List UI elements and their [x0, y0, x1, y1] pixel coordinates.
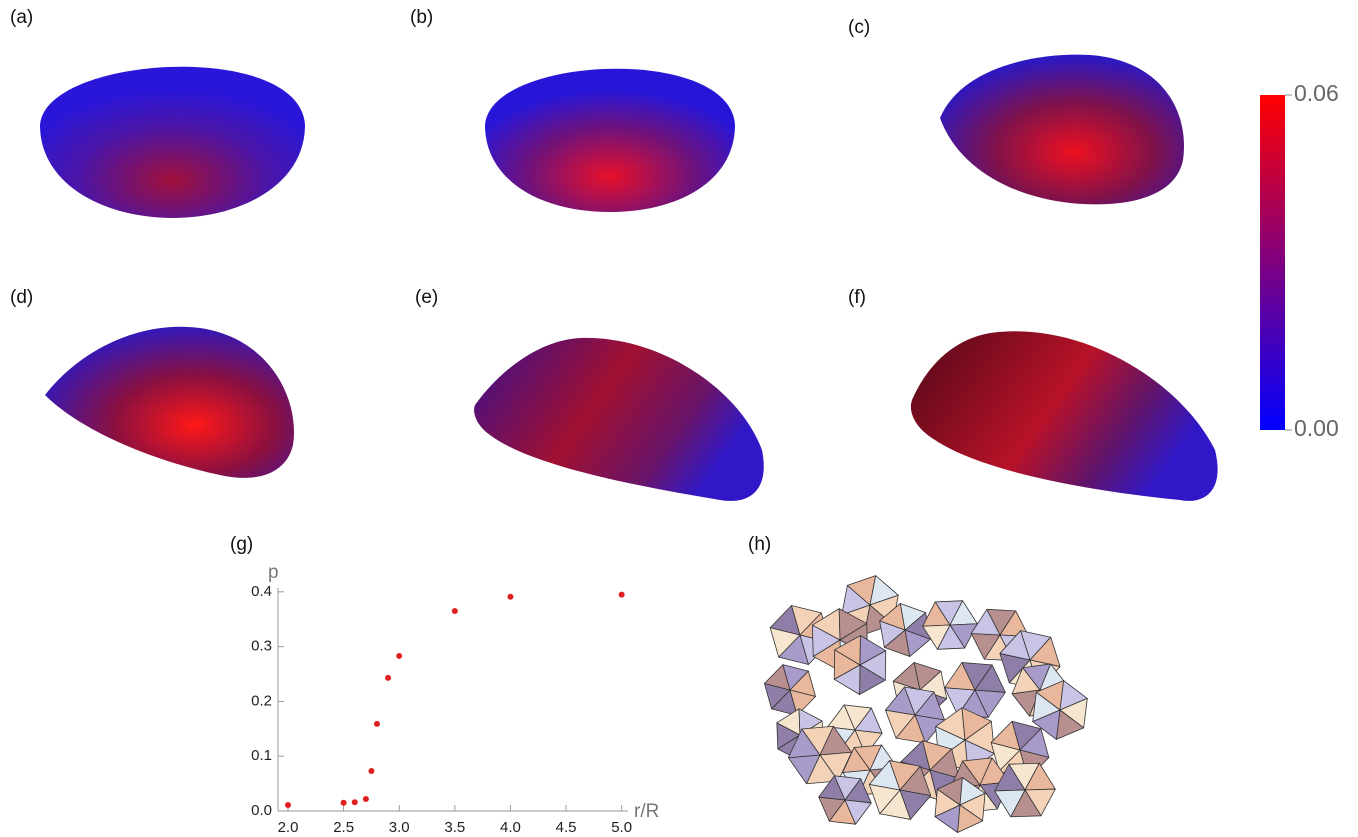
shell-c: [940, 55, 1184, 205]
panel-label: (g): [230, 534, 253, 555]
x-tick-label: 3.5: [444, 819, 465, 836]
y-tick-label: 0.2: [251, 692, 272, 709]
panel-label: (c): [848, 17, 870, 38]
x-tick-label: 3.0: [389, 819, 410, 836]
point: [507, 594, 513, 600]
x-tick-label: 4.5: [556, 819, 577, 836]
page: {"panels": ["(a)", "(b)", "(c)", "(d)", …: [0, 0, 1358, 837]
x-tick-label: 2.5: [333, 819, 354, 836]
figure: (a) (b) (c) (d) (e) (f) (g) (h) 0.00 0.06 0.0 0.1 0.…: [0, 0, 1358, 837]
point: [363, 796, 369, 802]
icosahedra-cluster: [764, 576, 1087, 833]
shell-a: [40, 67, 305, 218]
colorbar-tick-label: 0.00: [1294, 415, 1339, 441]
y-axis-label: p: [268, 562, 279, 583]
shell-d: [45, 327, 294, 478]
point: [452, 608, 458, 614]
x-tick-label: 2.0: [278, 819, 299, 836]
point: [352, 799, 358, 805]
y-tick-label: 0.3: [251, 638, 272, 655]
point: [374, 721, 380, 727]
x-tick-label: 4.0: [500, 819, 521, 836]
panel-label: (e): [415, 287, 438, 308]
point: [396, 653, 402, 659]
colorbar: [1260, 95, 1285, 430]
y-tick-label: 0.4: [251, 583, 272, 600]
panel-label: (a): [10, 7, 33, 28]
panel-label: (f): [848, 287, 866, 308]
y-tick-label: 0.1: [251, 747, 272, 764]
shell-b: [485, 69, 735, 212]
point: [619, 592, 625, 598]
point: [368, 768, 374, 774]
point: [285, 802, 291, 808]
x-tick-label: 5.0: [611, 819, 632, 836]
point: [385, 675, 391, 681]
colorbar-tick-label: 0.06: [1294, 80, 1339, 106]
panel-label: (b): [410, 7, 433, 28]
point: [341, 800, 347, 806]
y-tick-label: 0.0: [251, 802, 272, 819]
shell-f: [911, 331, 1218, 501]
panel-label: (d): [10, 287, 33, 308]
panel-label: (h): [748, 534, 771, 555]
x-axis-label: r/R: [634, 801, 659, 822]
shell-e: [474, 338, 764, 501]
